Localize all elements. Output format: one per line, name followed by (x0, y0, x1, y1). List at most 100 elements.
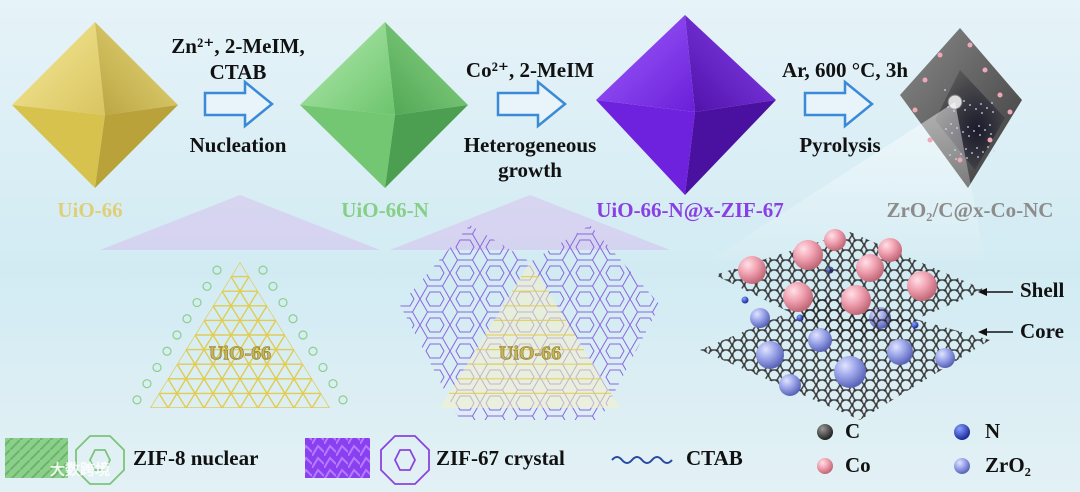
nucleus (338, 395, 348, 405)
step-condition: Ar, 600 °C, 3h (782, 58, 908, 82)
beam (390, 195, 670, 250)
step-condition: Zn²⁺, 2-MeIM, (171, 34, 304, 58)
element-label: C (845, 419, 860, 443)
zro2-sphere (756, 341, 784, 369)
dot (944, 89, 946, 91)
dot (958, 105, 960, 107)
dot (971, 152, 973, 154)
dot (969, 104, 971, 106)
octahedron-uio66 (12, 22, 178, 188)
pointer-head (978, 288, 987, 296)
nucleus (212, 265, 222, 275)
uio66-lattice (449, 276, 611, 394)
nucleus (152, 362, 162, 373)
legend-icon (611, 456, 673, 464)
co-dot (1007, 109, 1013, 115)
dot (954, 149, 956, 151)
arrows (203, 79, 874, 129)
inset-label: UiO-66 (499, 343, 561, 365)
element-swatch (954, 424, 970, 440)
co-sphere (878, 238, 902, 262)
dot (986, 107, 988, 109)
nucleus (308, 346, 318, 356)
step-process: Nucleation (190, 133, 287, 157)
nucleus (162, 346, 172, 356)
nucleus (268, 281, 278, 291)
product-label: UiO-66 (57, 198, 122, 222)
legend-label: ZIF-67 crystal (436, 446, 565, 470)
dot (965, 148, 967, 150)
dot (949, 154, 951, 156)
zro2-sphere (779, 374, 801, 396)
zro2-sphere (808, 328, 832, 352)
co-sphere (824, 229, 846, 251)
nucleus (318, 362, 328, 373)
dot (977, 156, 979, 158)
zif8-nuclei (132, 265, 348, 405)
element-swatch (954, 458, 970, 474)
lattice-line (167, 262, 313, 408)
dot (976, 147, 978, 149)
dot (991, 102, 993, 104)
octahedron-pyrolysed (710, 28, 1022, 260)
zro2-sphere (750, 308, 770, 328)
dot (964, 109, 966, 111)
dot (981, 112, 983, 114)
nucleus (172, 330, 182, 340)
nucleus (258, 265, 268, 275)
dot (945, 128, 947, 130)
product-label: UiO-66-N@x-ZIF-67 (596, 198, 784, 222)
co-sphere (856, 254, 884, 282)
legend-swatch (5, 438, 68, 478)
dot (963, 100, 965, 102)
zro2-sphere (887, 339, 913, 365)
dot (951, 132, 953, 134)
zro2-sphere (834, 356, 866, 388)
dot (987, 146, 989, 148)
co-sphere (783, 282, 813, 312)
n-atom (911, 321, 919, 329)
nucleus (202, 281, 212, 291)
co-sphere (841, 285, 871, 315)
dot (982, 151, 984, 153)
co-dot (967, 42, 973, 48)
dot (980, 103, 982, 105)
core-shell (700, 229, 990, 420)
co-sphere (793, 240, 823, 270)
element-label: N (985, 419, 1000, 443)
octahedron-zif67 (596, 15, 776, 195)
nucleus (142, 379, 152, 389)
dot (984, 129, 986, 131)
legend-swatch (305, 438, 370, 478)
legend-icon (75, 435, 125, 485)
step-process: Pyrolysis (799, 133, 880, 157)
nucleus (298, 330, 308, 340)
nucleus (192, 297, 202, 308)
octahedron-uio66-n (300, 22, 468, 188)
inset-label: UiO-66 (209, 343, 271, 365)
n-atom (741, 296, 749, 304)
pointer-head (978, 328, 987, 336)
legend-icon (380, 435, 430, 485)
element-label: ZrO₂ (985, 453, 1031, 477)
lattice-line (275, 262, 330, 408)
dot (975, 108, 977, 110)
element-label: Co (845, 453, 871, 477)
product-label: ZrO₂/C@x-Co-NC (887, 198, 1054, 222)
co-sphere (738, 256, 766, 284)
dot (979, 134, 981, 136)
step-process: Heterogeneous (464, 133, 597, 157)
co-sphere (907, 271, 937, 301)
layer-label: Shell (1020, 278, 1065, 302)
nucleus (132, 395, 142, 405)
dot (947, 106, 949, 108)
co-dot (927, 137, 933, 143)
dot (988, 155, 990, 157)
lattice-line (150, 262, 205, 408)
layer-label: Core (1020, 319, 1064, 343)
surface-dots (912, 42, 1013, 163)
lattice-line (185, 262, 330, 408)
legend-label: ZIF-8 nuclear (133, 446, 258, 470)
co-dot (987, 137, 993, 143)
